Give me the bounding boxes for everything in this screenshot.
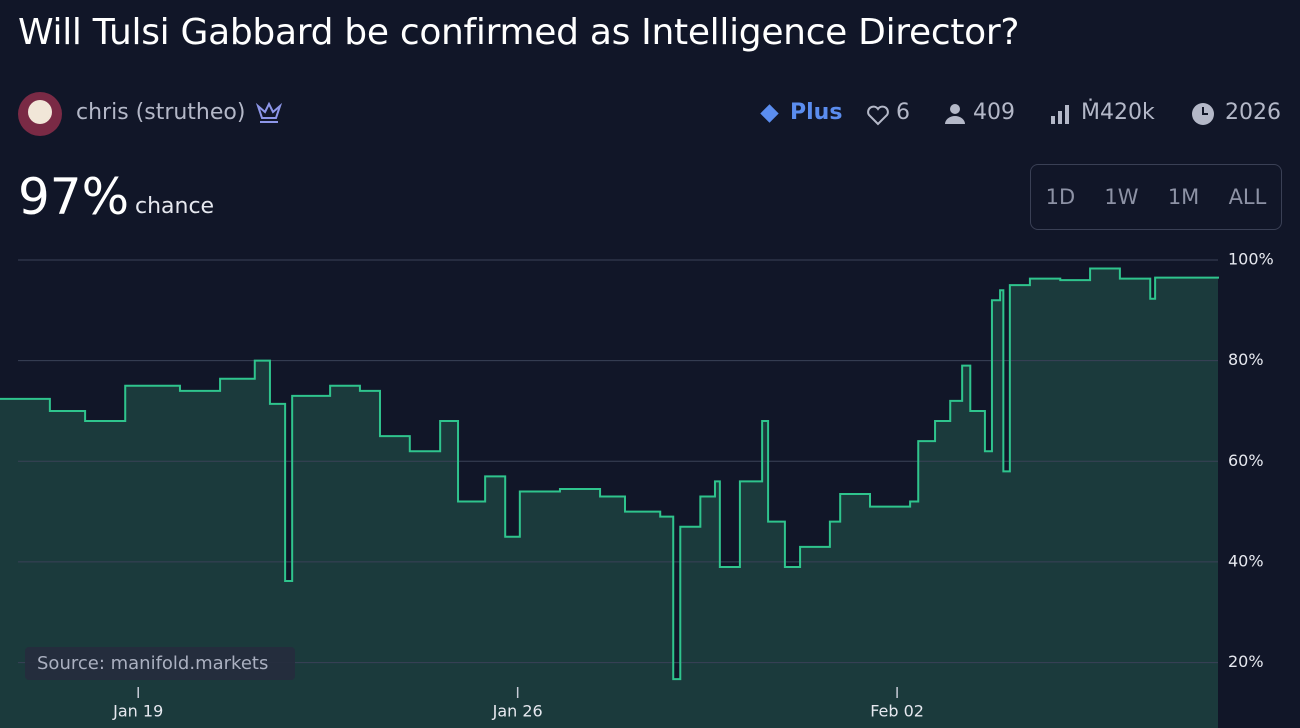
close-date: 2026 [1225, 100, 1281, 125]
x-tick-label: Feb 02 [870, 702, 924, 721]
clock-hands [1202, 107, 1208, 115]
range-button[interactable]: 1W [1104, 185, 1139, 209]
line [0, 267, 1219, 681]
y-tick-label: 20% [1228, 652, 1264, 671]
y-tick-label: 60% [1228, 451, 1264, 470]
crown-icon [255, 101, 283, 123]
volume-icon [1065, 105, 1069, 124]
plus-icon [760, 104, 779, 123]
heart-icon [867, 105, 889, 126]
y-tick-label: 100% [1228, 250, 1274, 269]
volume-icon [1058, 111, 1062, 124]
trader-icon-body [945, 116, 965, 124]
volume: Ṁ420k [1081, 100, 1155, 125]
range-button[interactable]: 1D [1045, 185, 1076, 209]
range-buttons: 1D 1W 1M ALL [1030, 164, 1282, 230]
plus-badge[interactable]: Plus [790, 100, 843, 125]
author-name[interactable]: chris (strutheo) [76, 100, 246, 125]
likes[interactable]: 6 [896, 100, 910, 125]
source-label: Source: manifold.markets [37, 653, 268, 674]
x-tick-label: Jan 26 [492, 702, 543, 721]
market-title: Will Tulsi Gabbard be confirmed as Intel… [18, 12, 1020, 53]
probability-caption: chance [135, 194, 215, 219]
source-box [25, 647, 295, 680]
probability: 97% [18, 168, 130, 226]
volume-icon [1051, 116, 1055, 124]
y-tick-label: 40% [1228, 551, 1264, 570]
area [0, 268, 1218, 728]
avatar-face [28, 100, 52, 124]
trader-icon [950, 104, 960, 114]
range-button[interactable]: ALL [1228, 185, 1267, 209]
range-button[interactable]: 1M [1167, 185, 1200, 209]
x-tick-label: Jan 19 [112, 702, 163, 721]
traders: 409 [973, 100, 1015, 125]
y-tick-label: 80% [1228, 350, 1264, 369]
